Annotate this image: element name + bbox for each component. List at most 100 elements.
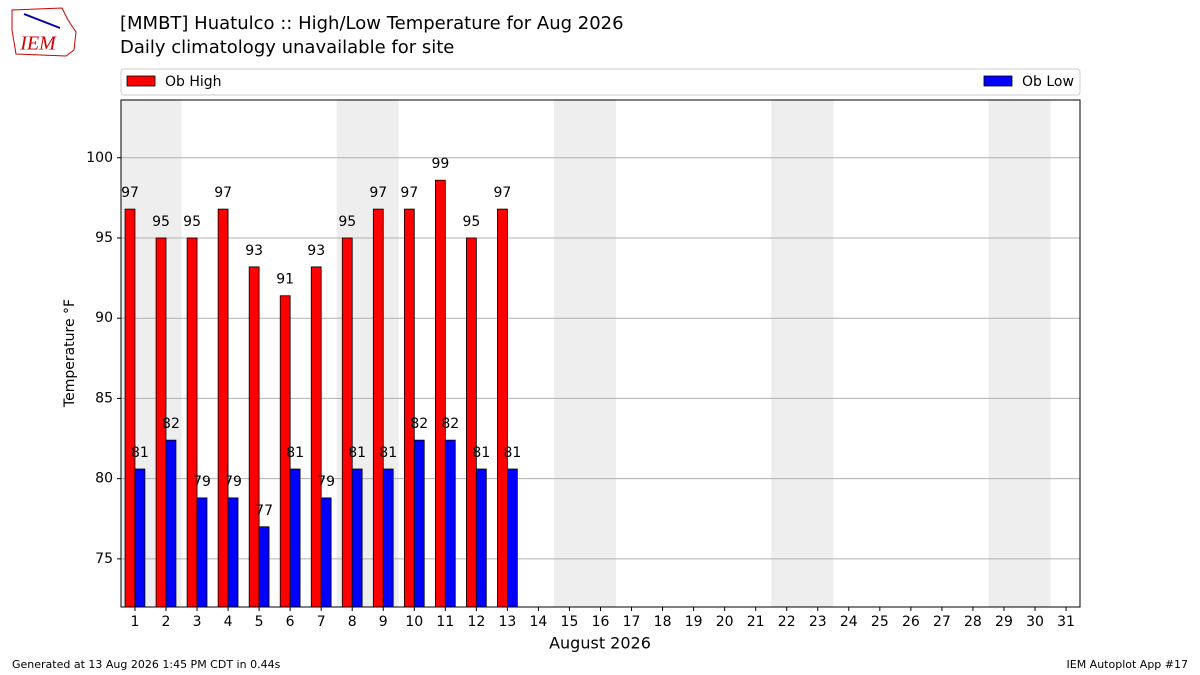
bar-value-label: 97 <box>121 185 139 201</box>
x-tick-label: 22 <box>778 614 796 630</box>
x-tick-label: 30 <box>1026 614 1044 630</box>
bar-value-label: 79 <box>193 474 211 490</box>
bar <box>248 266 260 608</box>
y-tick-label: 75 <box>95 551 113 567</box>
y-tick-label: 95 <box>95 230 113 246</box>
y-axis-label: Temperature °F <box>62 299 78 408</box>
x-tick-label: 26 <box>902 614 920 630</box>
bar <box>466 237 477 608</box>
bar-value-label: 81 <box>348 445 366 461</box>
bar-value-label: 97 <box>369 185 387 201</box>
bar <box>351 468 363 608</box>
bar <box>124 208 136 608</box>
footer-left: Generated at 13 Aug 2026 1:45 PM CDT in … <box>12 658 281 671</box>
y-tick-label: 90 <box>95 310 113 326</box>
x-tick-label: 1 <box>131 614 140 630</box>
bar-value-label: 95 <box>462 214 480 230</box>
bar-value-label: 95 <box>338 214 356 230</box>
bar <box>434 179 446 608</box>
legend-box <box>120 68 1081 96</box>
bar <box>444 439 456 608</box>
legend-label: Ob High <box>165 74 222 90</box>
bar-value-label: 93 <box>307 243 325 259</box>
logo-outline <box>11 7 77 57</box>
bar-value-label: 81 <box>503 445 521 461</box>
x-tick-label: 23 <box>809 614 827 630</box>
x-tick-label: 27 <box>933 614 951 630</box>
bar-value-label: 93 <box>245 243 263 259</box>
bar-value-label: 82 <box>441 416 459 432</box>
x-tick-label: 5 <box>255 614 264 630</box>
weekend-band <box>553 100 617 607</box>
x-tick-label: 6 <box>286 614 295 630</box>
x-tick-label: 20 <box>716 614 734 630</box>
legend-swatch <box>126 75 156 87</box>
x-tick-label: 21 <box>747 614 765 630</box>
x-tick-label: 18 <box>654 614 672 630</box>
x-tick-label: 3 <box>193 614 202 630</box>
x-tick-label: 10 <box>405 614 423 630</box>
bar-value-label: 97 <box>400 185 418 201</box>
y-tick-label: 85 <box>95 390 113 406</box>
chart-title: [MMBT] Huatulco :: High/Low Temperature … <box>120 13 624 34</box>
x-tick-label: 28 <box>964 614 982 630</box>
x-tick-label: 8 <box>348 614 357 630</box>
bar-value-label: 81 <box>472 445 490 461</box>
x-tick-label: 2 <box>162 614 171 630</box>
bar-value-label: 97 <box>214 185 232 201</box>
legend-label: Ob Low <box>1022 74 1074 90</box>
bar-value-label: 77 <box>255 503 273 519</box>
x-tick-label: 11 <box>436 614 454 630</box>
bar-value-label: 99 <box>431 156 449 172</box>
bar <box>382 468 394 608</box>
x-tick-label: 16 <box>592 614 610 630</box>
bar <box>258 526 270 608</box>
legend-swatch <box>983 75 1013 87</box>
x-tick-label: 14 <box>530 614 548 630</box>
bar <box>403 208 415 608</box>
x-tick-label: 4 <box>224 614 233 630</box>
bar-value-label: 81 <box>286 445 304 461</box>
y-tick-label: 80 <box>95 471 113 487</box>
x-tick-label: 9 <box>379 614 388 630</box>
bar-value-label: 91 <box>276 272 294 288</box>
logo: IEM <box>11 7 77 57</box>
logo-text: IEM <box>19 33 57 55</box>
x-tick-label: 31 <box>1057 614 1075 630</box>
bar <box>320 497 332 608</box>
bar-value-label: 82 <box>162 416 180 432</box>
bar-value-label: 95 <box>183 214 201 230</box>
plot-frame <box>120 99 1081 608</box>
bar <box>186 237 198 608</box>
bar <box>217 208 229 608</box>
x-tick-label: 7 <box>317 614 326 630</box>
bar <box>165 439 177 608</box>
logo-stroke <box>23 13 61 29</box>
bar <box>310 266 322 608</box>
bar <box>413 439 425 608</box>
x-tick-label: 17 <box>623 614 641 630</box>
bar-value-label: 81 <box>131 445 149 461</box>
bar <box>341 237 353 608</box>
x-tick-label: 19 <box>685 614 703 630</box>
bar <box>475 468 487 608</box>
bar <box>289 468 301 608</box>
chart-subtitle: Daily climatology unavailable for site <box>120 37 454 58</box>
bar <box>227 497 239 608</box>
footer-right: IEM Autoplot App #17 <box>1067 658 1189 671</box>
bar <box>372 208 384 608</box>
x-tick-label: 13 <box>498 614 516 630</box>
bar-value-label: 95 <box>152 214 170 230</box>
bar-value-label: 79 <box>317 474 335 490</box>
weekend-band <box>771 100 834 607</box>
bar-value-label: 97 <box>494 185 512 201</box>
weekend-band <box>988 100 1051 607</box>
bar-value-label: 82 <box>410 416 428 432</box>
x-tick-label: 29 <box>995 614 1013 630</box>
bar <box>134 468 146 608</box>
bar <box>497 208 508 608</box>
y-tick-label: 100 <box>86 150 113 166</box>
x-tick-label: 12 <box>467 614 485 630</box>
bar-value-label: 81 <box>379 445 397 461</box>
